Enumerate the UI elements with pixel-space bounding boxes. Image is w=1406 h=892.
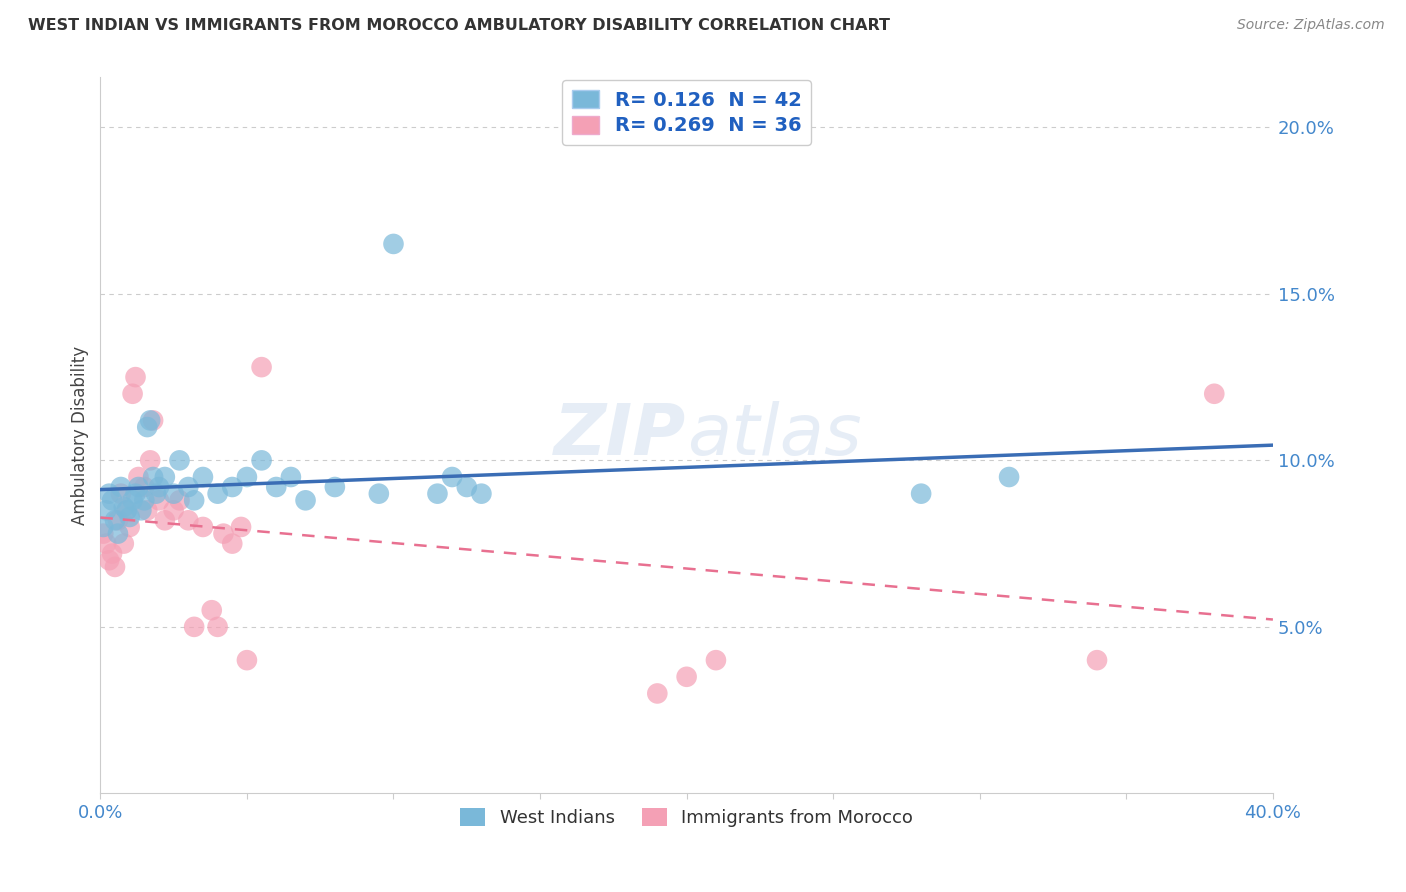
Point (470, 486, 492, 500)
Point (118, 520, 141, 534)
Point (115, 503, 138, 517)
Point (382, 236, 405, 251)
Point (207, 486, 229, 500)
Point (134, 480, 156, 494)
Point (264, 480, 287, 494)
Point (142, 470, 165, 484)
Point (998, 470, 1021, 484)
Point (153, 470, 176, 484)
Point (456, 480, 478, 494)
Point (148, 480, 170, 494)
Text: Source: ZipAtlas.com: Source: ZipAtlas.com (1237, 18, 1385, 32)
Point (162, 503, 184, 517)
Point (127, 470, 149, 484)
Point (131, 503, 153, 517)
Point (221, 536, 243, 550)
Point (118, 510, 141, 524)
Point (127, 480, 149, 494)
Point (139, 413, 162, 427)
Point (136, 503, 159, 517)
Text: ZIP: ZIP (554, 401, 686, 470)
Point (91, 520, 114, 534)
Point (183, 620, 205, 634)
Point (647, 686, 669, 700)
Point (142, 413, 165, 427)
Point (177, 480, 200, 494)
Point (250, 453, 273, 467)
Point (169, 493, 191, 508)
Point (107, 513, 129, 527)
Point (221, 480, 243, 494)
Point (441, 470, 464, 484)
Text: WEST INDIAN VS IMMIGRANTS FROM MOROCCO AMBULATORY DISABILITY CORRELATION CHART: WEST INDIAN VS IMMIGRANTS FROM MOROCCO A… (28, 18, 890, 33)
Point (136, 420, 159, 434)
Point (169, 453, 191, 467)
Point (139, 453, 162, 467)
Point (201, 603, 224, 617)
Point (183, 493, 205, 508)
Point (124, 370, 146, 384)
Point (104, 560, 127, 574)
Point (294, 493, 316, 508)
Point (96, 503, 118, 517)
Point (236, 470, 259, 484)
Point (675, 670, 697, 684)
Point (236, 653, 259, 667)
Point (145, 486, 167, 500)
Point (121, 386, 143, 401)
Point (191, 470, 214, 484)
Point (96, 536, 118, 550)
Point (229, 520, 252, 534)
Point (112, 500, 135, 514)
Point (148, 493, 170, 508)
Point (124, 486, 146, 500)
Point (323, 480, 346, 494)
Point (104, 513, 127, 527)
Point (704, 653, 727, 667)
Point (426, 486, 449, 500)
Point (207, 620, 229, 634)
Point (367, 486, 389, 500)
Point (110, 480, 132, 494)
Point (1204, 386, 1226, 401)
Point (98, 553, 121, 567)
Point (101, 547, 124, 561)
Point (177, 513, 200, 527)
Point (153, 513, 176, 527)
Text: atlas: atlas (686, 401, 862, 470)
Point (212, 526, 235, 541)
Point (101, 493, 124, 508)
Point (121, 493, 143, 508)
Point (910, 486, 932, 500)
Legend: West Indians, Immigrants from Morocco: West Indians, Immigrants from Morocco (453, 801, 921, 834)
Point (250, 360, 273, 375)
Y-axis label: Ambulatory Disability: Ambulatory Disability (72, 346, 89, 525)
Point (280, 470, 302, 484)
Point (91, 526, 114, 541)
Point (110, 486, 132, 500)
Point (134, 493, 156, 508)
Point (162, 486, 184, 500)
Point (107, 526, 129, 541)
Point (191, 520, 214, 534)
Point (112, 536, 135, 550)
Point (1085, 653, 1108, 667)
Point (115, 503, 138, 517)
Point (98, 486, 121, 500)
